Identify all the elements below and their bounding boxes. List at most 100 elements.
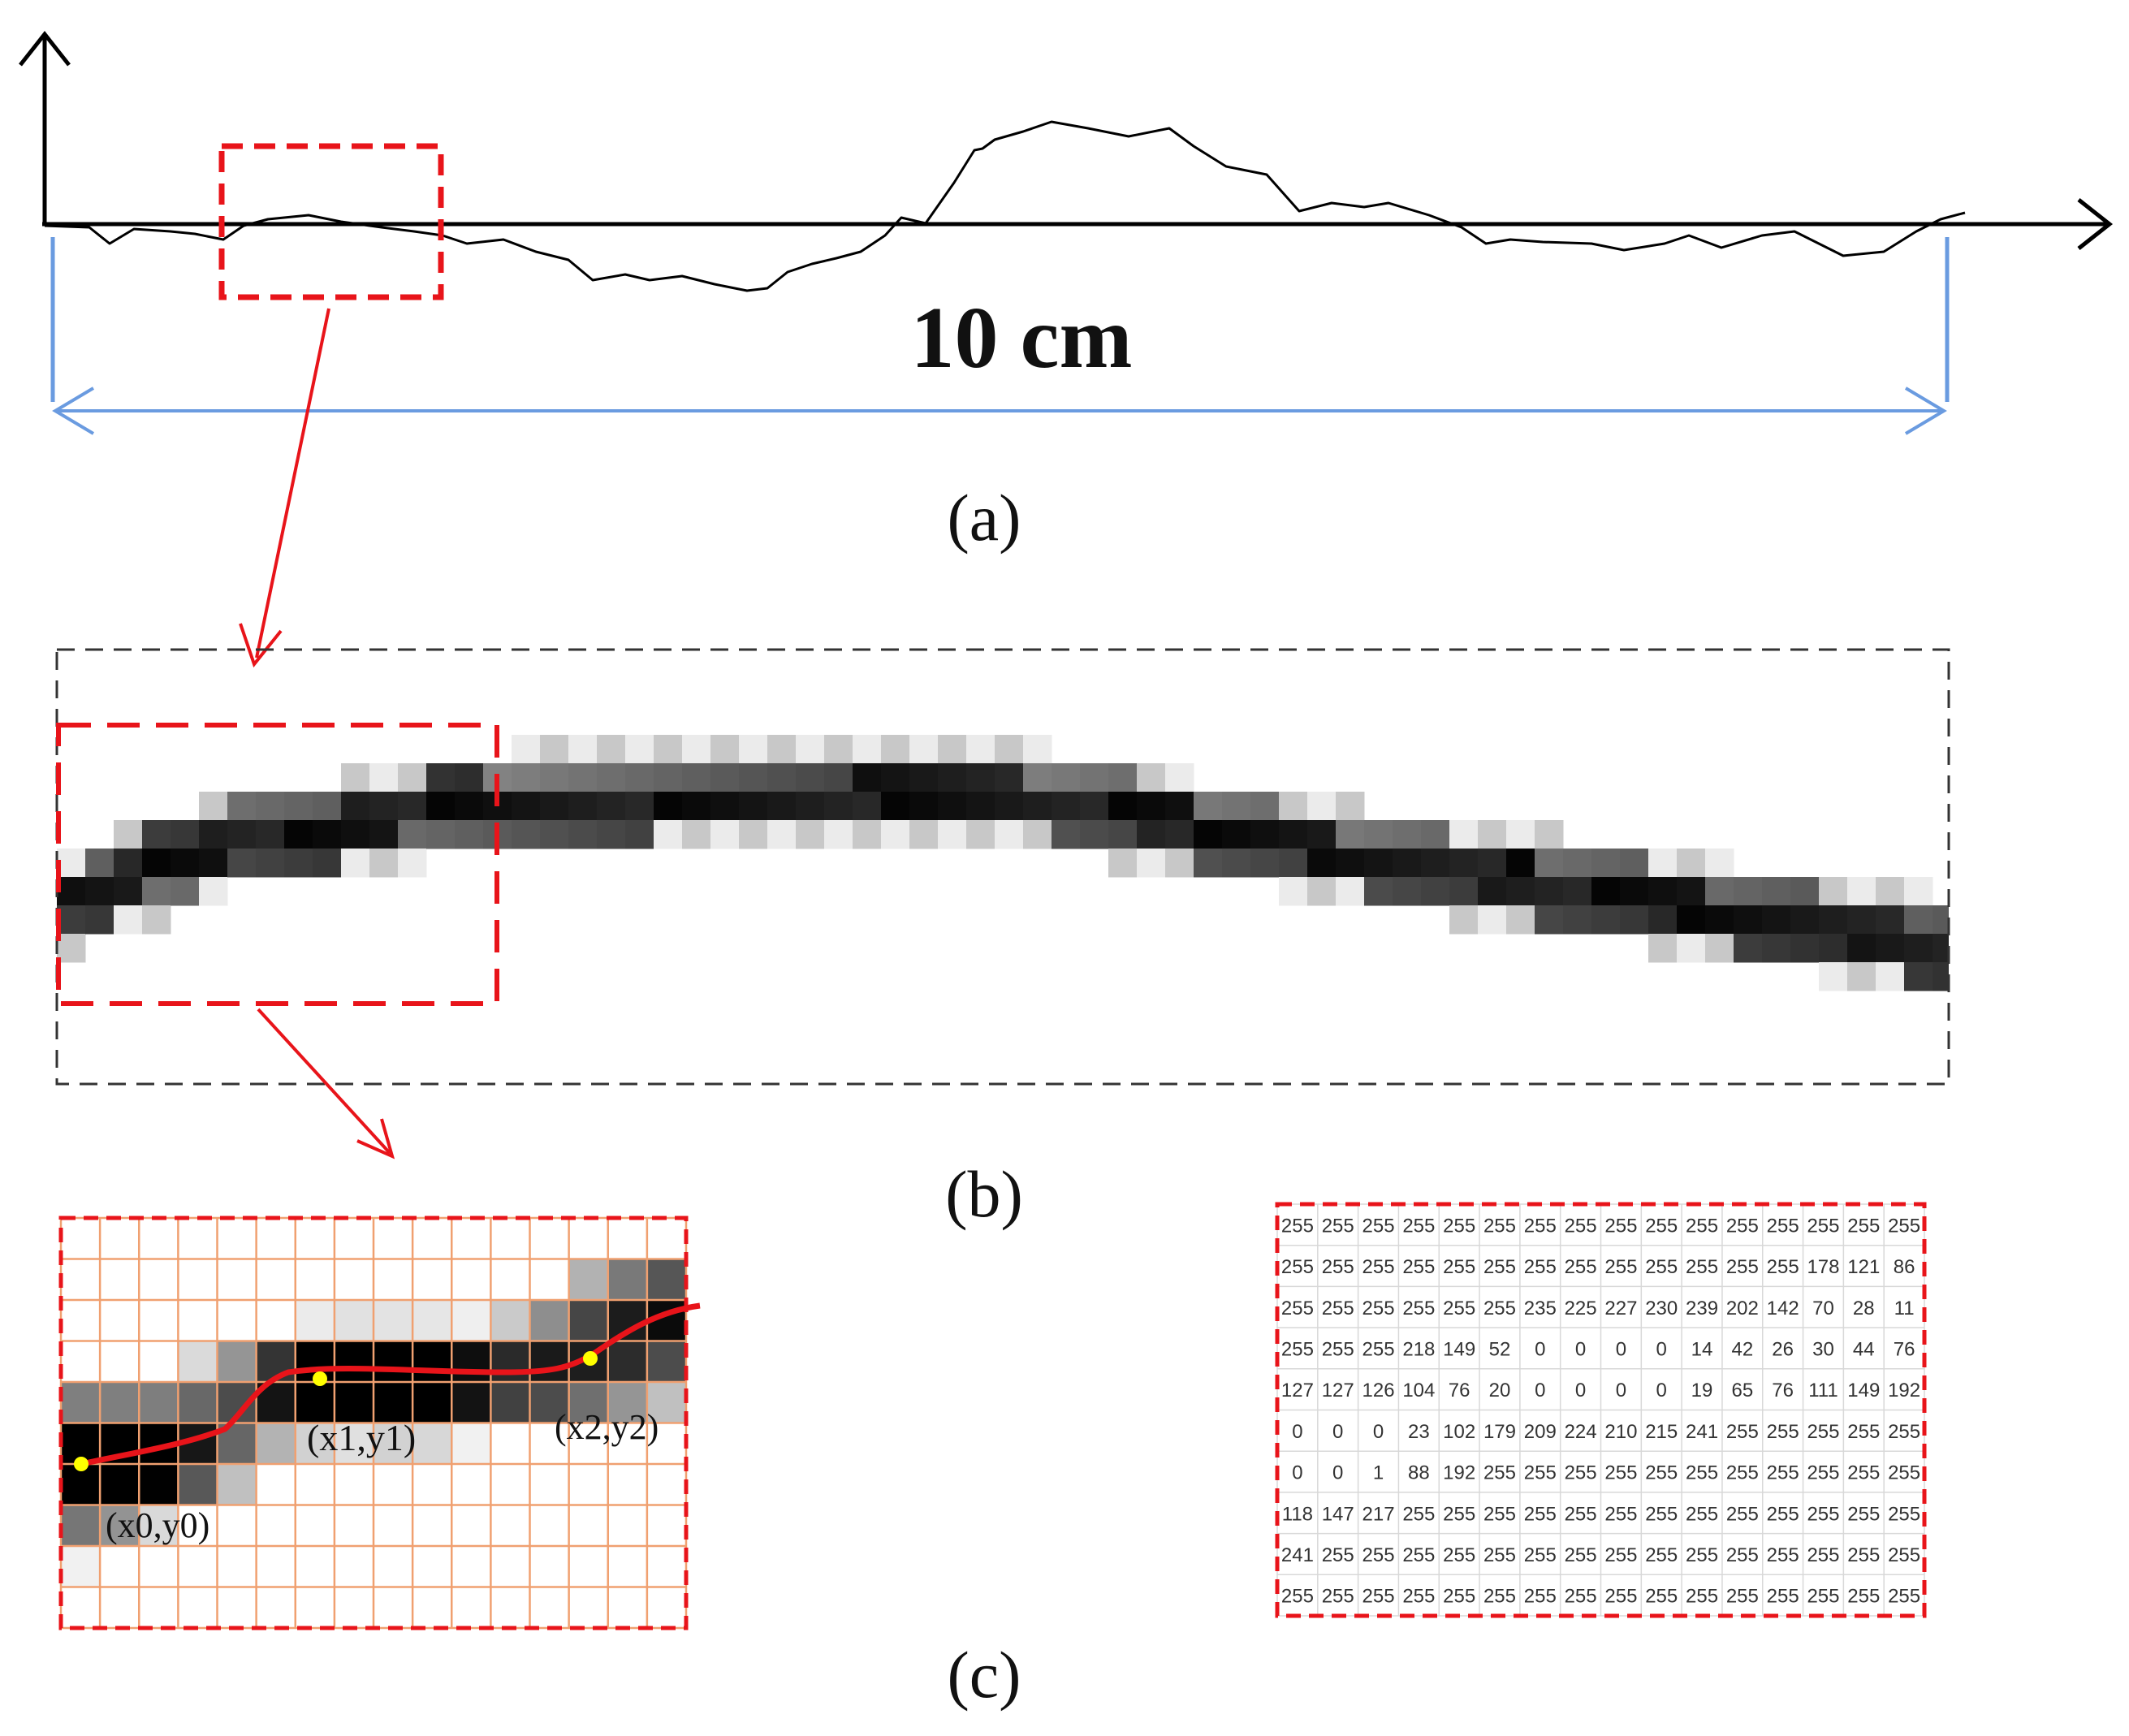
matrix-cell-value: 104 — [1402, 1380, 1435, 1401]
matrix-cell-value: 255 — [1483, 1544, 1516, 1566]
matrix-cell-value: 255 — [1402, 1256, 1435, 1278]
matrix-cell-value: 202 — [1726, 1298, 1759, 1319]
matrix-cell-value: 255 — [1443, 1298, 1475, 1319]
panel-a: 10 cm (a) — [19, 30, 2114, 668]
matrix-cell-value: 255 — [1565, 1544, 1597, 1566]
matrix-cell-value: 255 — [1322, 1256, 1354, 1278]
caption-c: (c) — [947, 1638, 1021, 1712]
matrix-cell-value: 147 — [1322, 1503, 1354, 1525]
matrix-cell-value: 255 — [1645, 1586, 1678, 1608]
matrix-cell-value: 127 — [1322, 1380, 1354, 1401]
highlight-region-box-b — [56, 723, 499, 1006]
matrix-cell-value: 111 — [1808, 1380, 1838, 1401]
matrix-cell-value: 255 — [1443, 1215, 1475, 1237]
matrix-cell-value: 255 — [1483, 1586, 1516, 1608]
x-axis-arrowhead — [2077, 198, 2114, 250]
matrix-cell-value: 255 — [1322, 1544, 1354, 1566]
matrix-cell-value: 255 — [1686, 1586, 1718, 1608]
matrix-cell-value: 255 — [1322, 1586, 1354, 1608]
matrix-cell-value: 255 — [1726, 1503, 1759, 1525]
matrix-cell-value: 255 — [1847, 1586, 1880, 1608]
matrix-cell-value: 255 — [1888, 1544, 1920, 1566]
point-label-0: (x0,y0) — [106, 1505, 209, 1545]
matrix-cell-value: 255 — [1686, 1462, 1718, 1484]
pixel-value-matrix: 255 255 255 255 255 255 255 255 255 255 255 255 255 2… — [1275, 1202, 1927, 1618]
matrix-cell-value: 126 — [1362, 1380, 1395, 1401]
matrix-cell-value: 255 — [1604, 1215, 1637, 1237]
grid-frame — [58, 1216, 689, 1630]
matrix-cell-value: 52 — [1489, 1338, 1511, 1360]
matrix-cell-value: 149 — [1847, 1380, 1880, 1401]
matrix-cell-value: 255 — [1565, 1586, 1597, 1608]
matrix-cell-value: 0 — [1332, 1462, 1343, 1484]
matrix-cell-value: 255 — [1483, 1462, 1516, 1484]
matrix-cell-value: 255 — [1362, 1586, 1395, 1608]
matrix-cell-value: 255 — [1767, 1544, 1799, 1566]
matrix-cell-value: 65 — [1731, 1380, 1753, 1401]
matrix-cell-value: 127 — [1281, 1380, 1314, 1401]
matrix-cell-value: 241 — [1686, 1421, 1718, 1443]
matrix-cell-value: 255 — [1726, 1544, 1759, 1566]
matrix-cell-value: 255 — [1524, 1544, 1557, 1566]
matrix-cell-value: 255 — [1645, 1462, 1678, 1484]
matrix-cell-value: 255 — [1686, 1256, 1718, 1278]
matrix-cell-value: 0 — [1292, 1421, 1302, 1443]
matrix-cell-value: 255 — [1767, 1462, 1799, 1484]
matrix-cell-value: 255 — [1686, 1215, 1718, 1237]
matrix-cell-value: 225 — [1565, 1298, 1597, 1319]
matrix-cell-value: 149 — [1443, 1338, 1475, 1360]
matrix-cell-value: 255 — [1726, 1462, 1759, 1484]
matrix-cell-value: 0 — [1616, 1338, 1626, 1360]
zoom-arrow-a-to-b — [239, 308, 330, 668]
matrix-cell-value: 210 — [1604, 1421, 1637, 1443]
matrix-cell-value: 30 — [1812, 1338, 1834, 1360]
matrix-cell-value: 76 — [1894, 1338, 1915, 1360]
matrix-cell-value: 88 — [1408, 1462, 1430, 1484]
matrix-cell-value: 255 — [1402, 1586, 1435, 1608]
pixel-grid-cells — [61, 1259, 686, 1587]
matrix-cell-value: 255 — [1362, 1215, 1395, 1237]
matrix-cell-value: 102 — [1443, 1421, 1475, 1443]
fitted-curve — [80, 1302, 701, 1467]
matrix-cell-value: 121 — [1847, 1256, 1880, 1278]
matrix-cell-value: 255 — [1888, 1586, 1920, 1608]
matrix-cell-value: 142 — [1767, 1298, 1799, 1319]
matrix-cell-value: 255 — [1807, 1503, 1839, 1525]
matrix-cell-value: 255 — [1362, 1544, 1395, 1566]
matrix-cell-value: 209 — [1524, 1421, 1557, 1443]
caption-b: (b) — [945, 1157, 1023, 1231]
matrix-cell-value: 19 — [1691, 1380, 1713, 1401]
matrix-cell-value: 255 — [1402, 1503, 1435, 1525]
matrix-cell-value: 1 — [1373, 1462, 1384, 1484]
matrix-cell-value: 255 — [1767, 1421, 1799, 1443]
matrix-cell-value: 0 — [1575, 1380, 1586, 1401]
matrix-cell-value: 255 — [1807, 1215, 1839, 1237]
point-label-1: (x1,y1) — [307, 1417, 416, 1458]
matrix-cell-value: 179 — [1483, 1421, 1516, 1443]
matrix-cell-value: 235 — [1524, 1298, 1557, 1319]
matrix-cell-value: 255 — [1767, 1586, 1799, 1608]
matrix-cell-value: 255 — [1604, 1503, 1637, 1525]
matrix-cell-value: 255 — [1604, 1586, 1637, 1608]
matrix-cell-value: 224 — [1565, 1421, 1597, 1443]
matrix-cell-value: 26 — [1772, 1338, 1794, 1360]
matrix-cell-value: 255 — [1847, 1215, 1880, 1237]
matrix-cell-value: 255 — [1362, 1338, 1395, 1360]
matrix-cell-value: 255 — [1281, 1256, 1314, 1278]
matrix-cell-value: 255 — [1524, 1256, 1557, 1278]
matrix-cell-value: 255 — [1322, 1215, 1354, 1237]
matrix-cell-value: 255 — [1888, 1503, 1920, 1525]
matrix-cell-value: 0 — [1535, 1380, 1545, 1401]
matrix-cell-value: 255 — [1565, 1503, 1597, 1525]
matrix-cell-value: 11 — [1894, 1298, 1915, 1319]
matrix-cell-value: 76 — [1772, 1380, 1794, 1401]
matrix-cell-value: 255 — [1645, 1256, 1678, 1278]
matrix-cell-value: 255 — [1281, 1298, 1314, 1319]
matrix-grid-lines — [1276, 1203, 1925, 1617]
matrix-cell-value: 255 — [1483, 1503, 1516, 1525]
matrix-cell-value: 20 — [1489, 1380, 1511, 1401]
matrix-cell-value: 255 — [1645, 1215, 1678, 1237]
matrix-cell-value: 255 — [1483, 1215, 1516, 1237]
zoom-arrow-b-to-c — [257, 1008, 395, 1159]
